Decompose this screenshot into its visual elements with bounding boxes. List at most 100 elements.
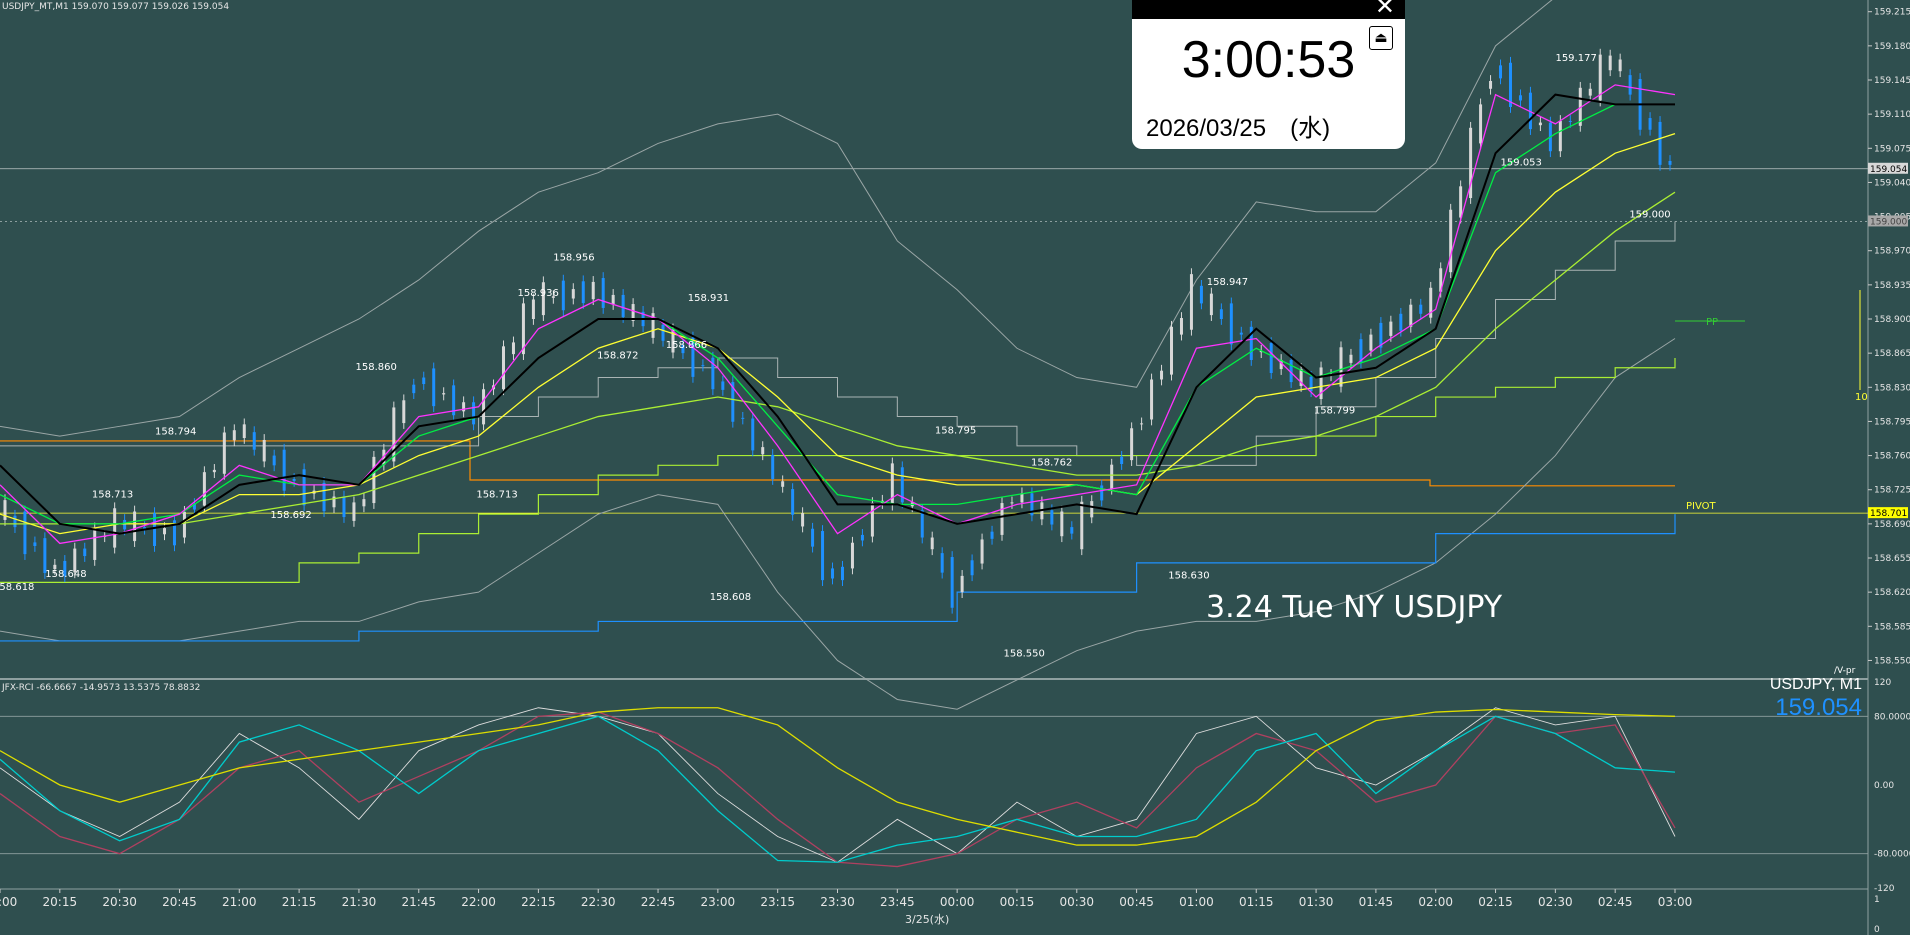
candle-body	[63, 560, 67, 577]
price-annotation: 158.608	[710, 592, 751, 603]
price-annotation: 158.956	[553, 252, 594, 263]
sub-window-info: JFX-RCI -66.6667 -14.9573 13.5375 78.883…	[2, 683, 201, 693]
clock-titlebar[interactable]	[1132, 0, 1405, 19]
price-annotation: 159.053	[1501, 158, 1542, 169]
candle-body	[332, 496, 336, 508]
candle-body	[93, 528, 97, 560]
candle-body	[1578, 87, 1582, 126]
clock-time: 3:00:53	[1181, 31, 1356, 89]
candle-body	[561, 280, 565, 311]
candle-body	[741, 417, 745, 419]
candle-body	[1419, 304, 1423, 314]
rci-tick-label: 0.00	[1874, 781, 1894, 791]
close-icon[interactable]: ✕	[1374, 0, 1395, 20]
candle-body	[870, 503, 874, 537]
candle-body	[920, 510, 924, 538]
price-annotation: 158.762	[1031, 458, 1072, 469]
candle-body	[1538, 122, 1542, 126]
price-tick-label: 158.935	[1874, 281, 1910, 291]
time-tick-label: 01:15	[1239, 895, 1274, 909]
price-tick-label: 159.145	[1874, 76, 1910, 86]
price-annotation: 158.794	[155, 426, 196, 437]
candle-body	[252, 432, 256, 450]
candle-body	[711, 357, 715, 390]
candle-body	[691, 337, 695, 377]
time-tick-label: 03:00	[1658, 895, 1693, 909]
time-tick-label: 23:15	[760, 895, 795, 909]
candle-body	[1429, 287, 1433, 318]
candle-body	[143, 527, 147, 529]
candle-body	[1120, 456, 1124, 465]
candle-body	[242, 424, 246, 439]
pivot-tag-box	[1868, 507, 1908, 519]
candle-body	[1469, 127, 1473, 199]
candle-body	[402, 400, 406, 424]
candle-body	[1010, 502, 1014, 504]
candle-body	[1289, 359, 1293, 383]
candle-body	[611, 294, 615, 305]
time-tick-label: 20:45	[162, 895, 197, 909]
time-tick-label: 22:00	[461, 895, 496, 909]
bollinger-upper	[0, 0, 1553, 437]
candle-body	[262, 439, 266, 462]
candle-body	[442, 393, 446, 395]
candle-body	[1110, 464, 1114, 489]
time-tick-label: 23:45	[880, 895, 915, 909]
level-tag: 159.000	[1870, 217, 1907, 227]
price-tick-label: 158.550	[1874, 656, 1910, 666]
candle-body	[1369, 334, 1373, 351]
candle-body	[123, 519, 127, 530]
time-tick-label: 02:45	[1598, 895, 1633, 909]
time-tick-label: 21:30	[342, 895, 377, 909]
price-tick-label: 158.690	[1874, 520, 1910, 530]
candle-body	[1189, 274, 1193, 330]
candle-body	[1170, 326, 1174, 375]
candle-body	[1508, 62, 1512, 107]
price-tick-label: 158.620	[1874, 588, 1910, 598]
candle-body	[900, 467, 904, 503]
price-annotation: 158.795	[935, 425, 976, 436]
time-tick-label: 21:15	[282, 895, 317, 909]
main-chart-info: USDJPY_MT,M1 159.070 159.077 159.026 159…	[2, 2, 230, 12]
candle-body	[362, 499, 366, 507]
date-label: 3/25(水)	[905, 913, 949, 926]
candle-body	[751, 418, 755, 451]
step-blue-line	[0, 514, 1676, 642]
candle-body	[960, 575, 964, 593]
candle-body	[1299, 369, 1303, 386]
candle-body	[1229, 303, 1233, 345]
candle-body	[1130, 428, 1134, 461]
price-tick-label: 159.180	[1874, 42, 1910, 52]
candle-body	[551, 296, 555, 298]
current-price-tag-box	[1868, 162, 1908, 174]
candle-body	[292, 478, 296, 481]
candle-body	[681, 345, 685, 354]
corner-label: /V-pr	[1834, 666, 1856, 676]
rci-tick-label: -120	[1874, 884, 1895, 894]
candle-body	[651, 313, 655, 338]
candle-body	[521, 303, 525, 355]
pin-top-icon[interactable]: ⏏	[1369, 26, 1393, 50]
time-tick-label: 22:30	[581, 895, 616, 909]
candle-body	[631, 304, 635, 321]
candle-body	[1050, 510, 1054, 525]
candle-body	[661, 324, 665, 341]
ma-black	[0, 93, 1675, 535]
candle-body	[1658, 121, 1662, 165]
candle-body	[422, 377, 426, 385]
candle-body	[970, 560, 974, 576]
candle-body	[163, 528, 167, 535]
price-tick-label: 158.655	[1874, 554, 1910, 564]
candle-body	[1608, 55, 1612, 71]
candle-body	[1020, 493, 1024, 503]
price-annotation: 158.630	[1168, 570, 1209, 581]
candle-body	[990, 531, 994, 539]
time-tick-label: 00:45	[1119, 895, 1154, 909]
candle-body	[1269, 343, 1273, 373]
candle-body	[392, 407, 396, 462]
candle-body	[531, 299, 535, 320]
time-tick-label: 00:30	[1059, 895, 1094, 909]
time-tick-label: 21:00	[222, 895, 257, 909]
